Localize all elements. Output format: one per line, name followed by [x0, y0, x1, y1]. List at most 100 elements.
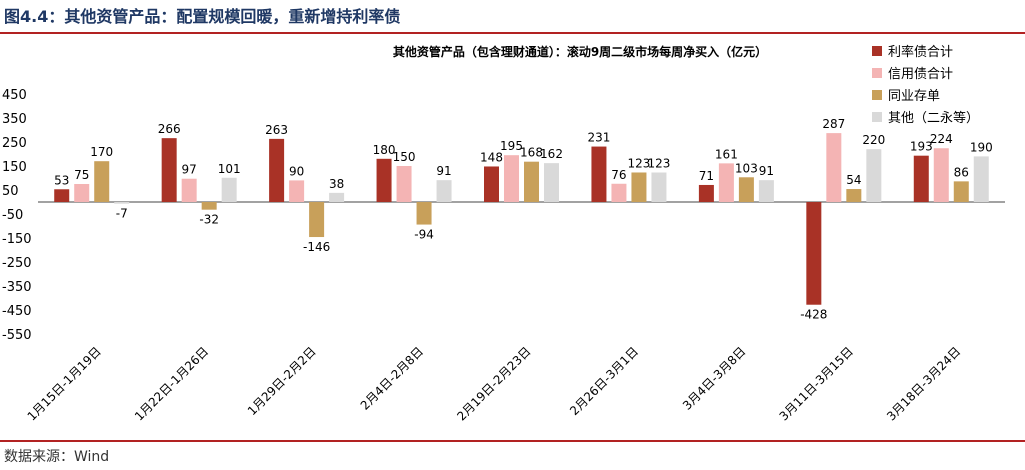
bars-layer	[54, 133, 989, 305]
bar	[866, 149, 882, 202]
legend-swatch	[872, 112, 882, 122]
bar	[933, 148, 949, 202]
bar	[201, 202, 217, 210]
data-label: 180	[373, 143, 396, 157]
legend-swatch	[872, 46, 882, 56]
bar	[289, 180, 305, 202]
x-tick-label: 2月4日-2月8日	[358, 344, 427, 413]
data-label: 71	[699, 169, 714, 183]
bar	[953, 181, 969, 202]
data-label: 231	[587, 131, 610, 145]
y-tick-label: 350	[2, 112, 27, 127]
data-label: 220	[862, 133, 885, 147]
bar	[718, 163, 734, 202]
data-label: 97	[182, 163, 197, 177]
x-tick-label: 3月4日-3月8日	[680, 344, 749, 413]
y-tick-label: -50	[2, 208, 23, 223]
data-label: 38	[329, 177, 344, 191]
legend-label: 利率债合计	[888, 44, 953, 60]
y-tick-label: 150	[2, 160, 27, 175]
bar	[416, 202, 432, 225]
data-label: 161	[715, 147, 738, 161]
y-tick-label: 450	[2, 88, 27, 103]
data-label: -94	[414, 228, 434, 242]
data-label: 76	[611, 168, 626, 182]
x-tick-label: 1月22日-1月26日	[132, 344, 211, 423]
data-label: 193	[910, 140, 933, 154]
data-label: 287	[822, 117, 845, 131]
legend-label: 其他（二永等）	[888, 110, 979, 126]
bar	[181, 178, 197, 202]
legend-label: 信用债合计	[888, 67, 953, 82]
data-label: 190	[970, 140, 993, 154]
data-label: 266	[158, 122, 181, 136]
bar	[329, 192, 345, 202]
y-tick-label: -450	[2, 304, 32, 319]
data-label: 101	[218, 162, 241, 176]
data-label: 75	[74, 168, 89, 182]
data-label: 123	[627, 156, 650, 170]
y-tick-label: -250	[2, 256, 32, 271]
data-label: 150	[393, 150, 416, 164]
legend-swatch	[872, 90, 882, 100]
bar	[631, 172, 647, 202]
data-label: 170	[90, 145, 113, 159]
data-label: 263	[265, 123, 288, 137]
bar	[698, 184, 714, 202]
bar	[544, 163, 559, 202]
legend-swatch	[872, 68, 882, 78]
title-rule	[0, 32, 1025, 34]
chart-title: 其他资管产品（包含理财通道）：滚动9周二级市场每周净买入（亿元）	[393, 44, 767, 59]
footer-rule	[0, 440, 1025, 442]
bar	[591, 146, 607, 202]
data-label: -32	[199, 213, 219, 227]
bar	[651, 172, 667, 202]
bar-chart: 其他资管产品（包含理财通道）：滚动9周二级市场每周净买入（亿元） 450 350 2…	[2, 44, 1005, 424]
bar	[484, 166, 499, 202]
data-label: 54	[846, 173, 861, 187]
figure-title: 图4.4：其他资管产品：配置规模回暖，重新增持利率债	[4, 7, 401, 26]
axis-layer: 450 350 250 150 50 -50 -150 -250 -350 -450 -550	[2, 88, 1005, 343]
bar	[376, 158, 392, 202]
bar	[74, 184, 90, 202]
data-label: 148	[480, 150, 503, 164]
data-label: -7	[116, 207, 128, 221]
data-label: 53	[54, 173, 69, 187]
x-tick-label: 2月26日-3月1日	[567, 344, 641, 418]
data-label: -428	[800, 308, 827, 322]
y-tick-label: -150	[2, 232, 32, 247]
bar	[973, 156, 989, 202]
bar	[221, 177, 237, 202]
source-note: 数据来源：Wind	[4, 449, 110, 465]
bar	[738, 177, 754, 202]
bar	[806, 202, 822, 305]
bar	[161, 138, 177, 202]
bar	[54, 189, 70, 202]
bar	[396, 166, 412, 202]
data-label: 91	[436, 164, 451, 178]
data-label: 91	[759, 164, 774, 178]
x-tick-label: 1月29日-2月2日	[245, 344, 319, 418]
x-tick-labels-layer: 1月15日-1月19日 1月22日-1月26日 1月29日-2月2日 2月4日-2月8…	[25, 344, 964, 423]
data-label: -146	[303, 240, 330, 254]
bar	[611, 183, 627, 202]
bar	[758, 180, 774, 202]
data-label: 103	[735, 161, 758, 175]
bar	[94, 161, 110, 202]
data-label: 224	[930, 132, 953, 146]
data-label: 195	[500, 139, 523, 153]
bar	[269, 138, 285, 202]
x-tick-label: 3月18日-3月24日	[884, 344, 963, 423]
data-label: 123	[647, 156, 670, 170]
data-label: 168	[520, 146, 543, 160]
y-tick-label: -550	[2, 328, 32, 343]
x-tick-label: 3月11日-3月15日	[777, 344, 856, 423]
bar	[913, 155, 929, 202]
legend-label: 同业存单	[888, 89, 940, 104]
bar	[826, 133, 842, 202]
x-tick-label: 2月19日-2月23日	[454, 344, 533, 423]
y-tick-label: -350	[2, 280, 32, 295]
bar	[524, 161, 539, 202]
bar	[504, 155, 519, 202]
